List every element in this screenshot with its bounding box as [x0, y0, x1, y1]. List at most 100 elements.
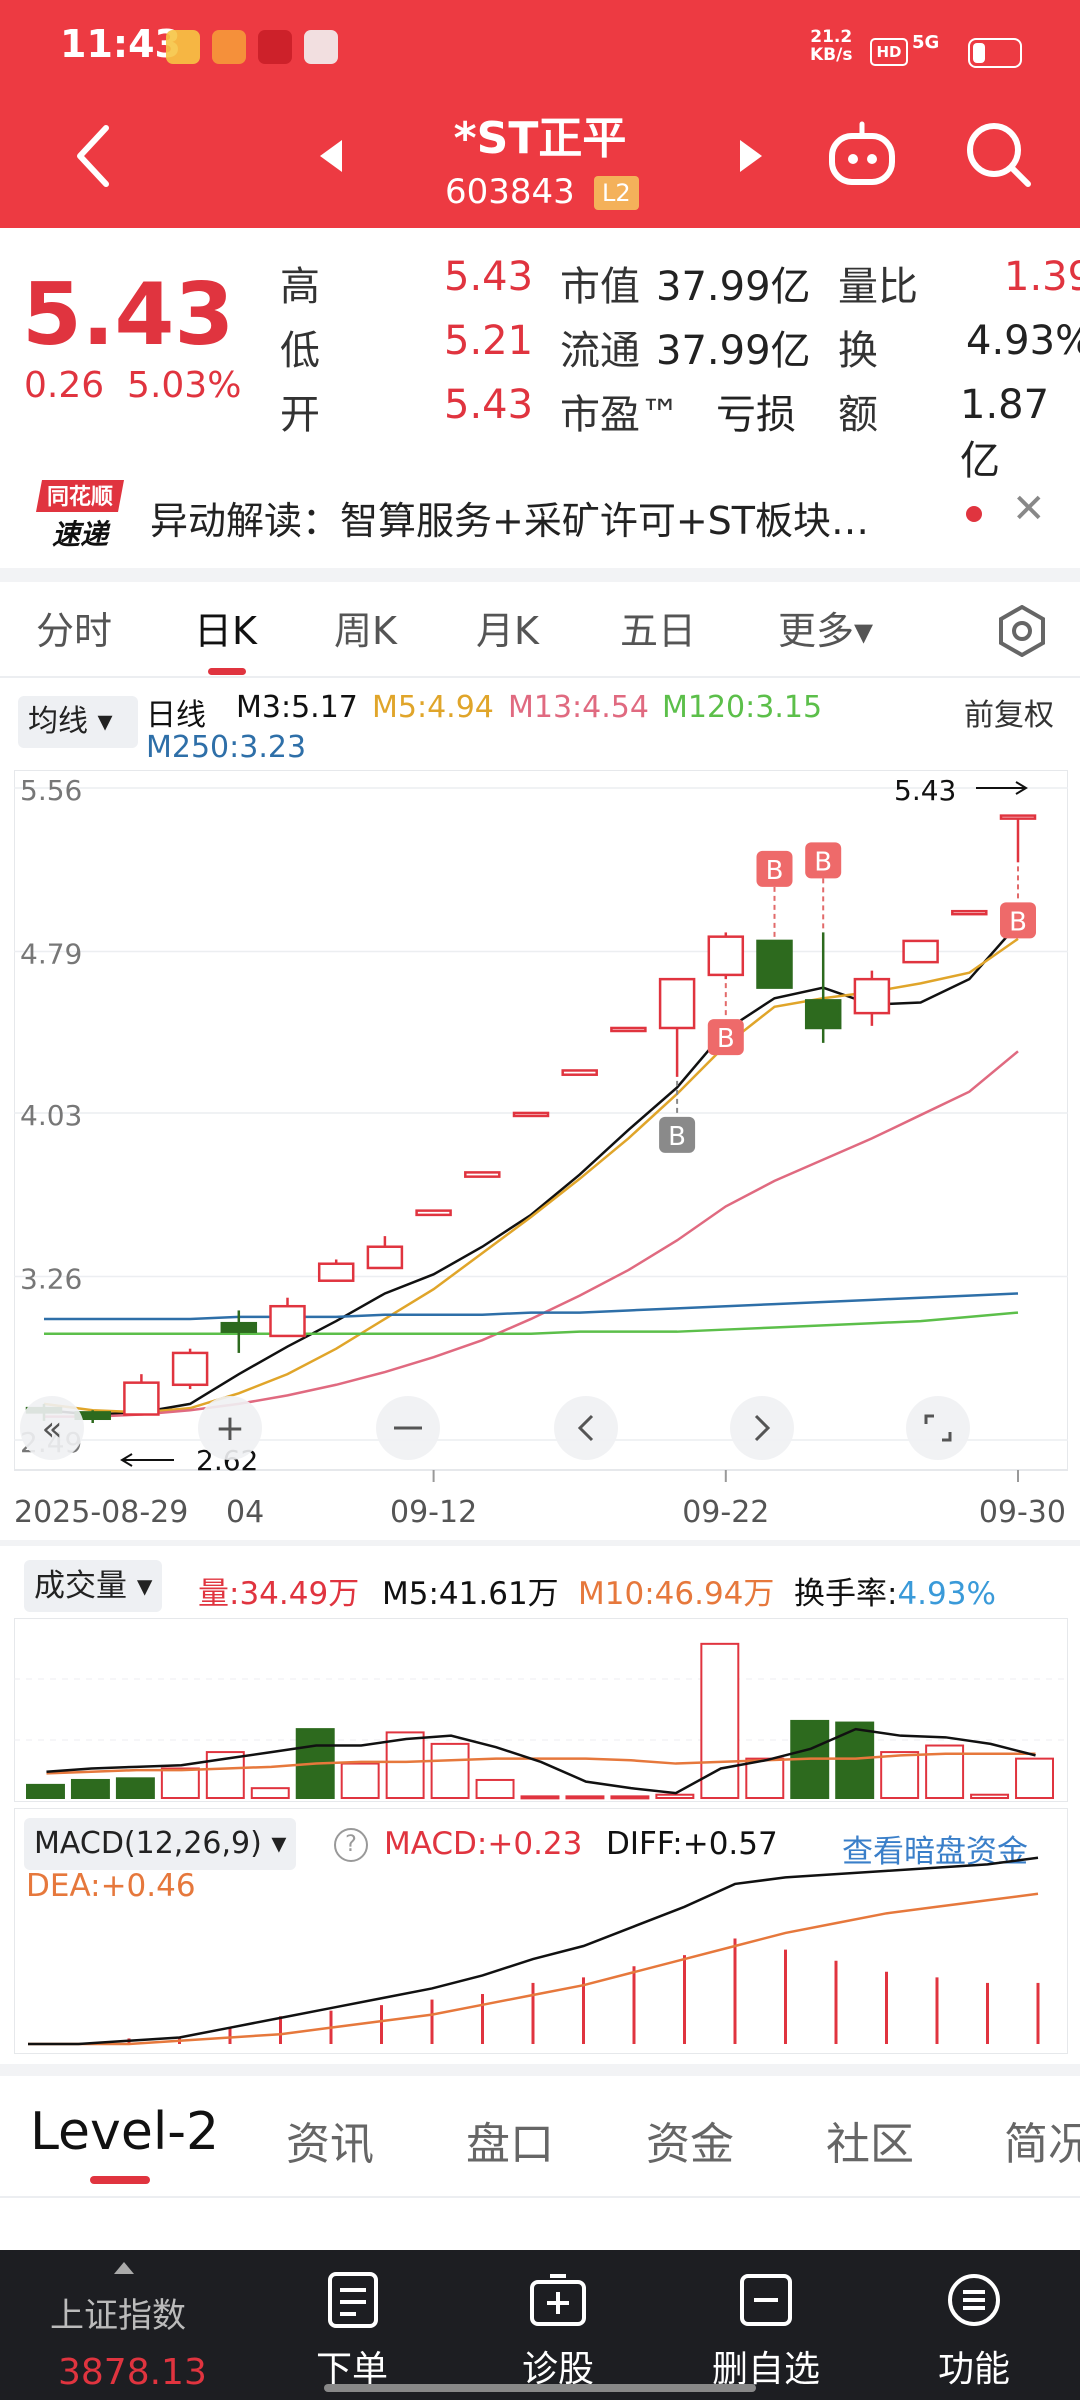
candle-body — [707, 935, 745, 977]
diagnose-icon[interactable] — [528, 2272, 588, 2328]
remove-watchlist-icon[interactable] — [738, 2272, 794, 2328]
scroll-left-button[interactable] — [554, 1396, 618, 1460]
search-icon[interactable] — [962, 118, 1034, 190]
candle — [464, 1171, 501, 1178]
candle — [123, 1374, 160, 1416]
back-icon[interactable] — [70, 122, 120, 192]
app-notification-icon — [166, 30, 200, 64]
nav-functions[interactable]: 功能 — [937, 2349, 1010, 2390]
float-value: 37.99亿 — [656, 328, 811, 374]
index-name[interactable]: 上证指数 — [50, 2296, 186, 2336]
help-icon[interactable]: ? — [334, 1828, 368, 1862]
tab-monthly-k[interactable]: 月K — [476, 609, 539, 653]
tab-community[interactable]: 社区 — [826, 2119, 914, 2170]
ma250-value: M250:3.23 — [146, 730, 307, 765]
trade-mark[interactable]: B — [707, 983, 744, 1056]
nav-diagnose[interactable]: 诊股 — [521, 2349, 594, 2390]
news-text[interactable]: 异动解读：智算服务+采矿许可+ST板块… — [150, 499, 870, 543]
tab-weekly-k[interactable]: 周K — [334, 609, 397, 653]
volume-ma5: M5:41.61万 — [382, 1576, 559, 1612]
candle — [999, 814, 1037, 863]
max-price-marker: 5.43 — [894, 774, 1028, 807]
nav-remove-watchlist[interactable]: 删自选 — [711, 2349, 820, 2390]
trade-mark-label: B — [814, 847, 832, 877]
home-indicator[interactable] — [324, 2384, 756, 2392]
candle-body — [415, 1209, 452, 1217]
trade-mark[interactable]: B — [659, 1080, 696, 1153]
candle-body — [902, 939, 939, 964]
candle-body — [366, 1245, 404, 1270]
volume-chart[interactable] — [14, 1618, 1068, 1802]
settings-icon[interactable] — [996, 605, 1048, 657]
level2-badge: L2 — [594, 176, 639, 210]
chevron-up-icon[interactable] — [112, 2260, 136, 2276]
high-value: 5.43 — [444, 254, 534, 300]
trade-mark[interactable]: B — [756, 850, 793, 941]
macd-select[interactable]: MACD(12,26,9) ▾ — [24, 1818, 297, 1870]
zoom-in-button[interactable]: + — [198, 1396, 262, 1460]
candle — [853, 970, 891, 1026]
tab-level2[interactable]: Level-2 — [30, 2102, 220, 2162]
svg-text:5.43: 5.43 — [894, 774, 956, 807]
svg-text:速递: 速递 — [52, 518, 111, 550]
robot-assistant-icon[interactable] — [826, 118, 898, 190]
fullscreen-button[interactable] — [906, 1396, 970, 1460]
nav-order[interactable]: 下单 — [315, 2349, 388, 2390]
tab-five-day[interactable]: 五日 — [620, 609, 697, 653]
macd-chart[interactable] — [14, 1808, 1068, 2054]
adjust-mode[interactable]: 前复权 — [964, 698, 1054, 733]
float-label: 流通 — [560, 328, 640, 374]
tab-daily-k[interactable]: 日K — [194, 609, 257, 653]
candle — [561, 1069, 598, 1076]
trade-mark-badge — [1000, 902, 1036, 939]
y-tick-label: 3.26 — [20, 1262, 82, 1295]
volume-bar — [565, 1795, 605, 1800]
tab-orderbook[interactable]: 盘口 — [466, 2119, 554, 2170]
x-tick-label: 09-22 — [682, 1495, 769, 1530]
close-icon[interactable]: ✕ — [1012, 486, 1046, 532]
candle — [220, 1310, 258, 1353]
turnover-rate: 换手率:4.93% — [794, 1576, 996, 1612]
zoom-out-button[interactable] — [376, 1396, 440, 1460]
diff-value: DIFF:+0.57 — [606, 1826, 778, 1862]
turnover-value: 4.93% — [966, 318, 1080, 364]
scroll-right-button[interactable] — [730, 1396, 794, 1460]
trade-mark[interactable]: B — [805, 842, 842, 933]
tab-intraday[interactable]: 分时 — [36, 609, 113, 653]
tab-more[interactable]: 更多▾ — [778, 609, 874, 653]
candle — [415, 1209, 452, 1217]
y-tick-label: 5.56 — [20, 774, 82, 807]
trade-mark-label: B — [766, 856, 784, 886]
mktcap-value: 37.99亿 — [656, 264, 811, 310]
line-type: 日线 — [146, 698, 206, 733]
volratio-value: 1.39 — [1004, 254, 1080, 300]
stock-code: 603843 — [445, 172, 575, 212]
dea-line — [28, 1892, 1039, 2046]
tab-news[interactable]: 资讯 — [286, 2119, 374, 2170]
svg-text:同花顺: 同花顺 — [47, 484, 113, 510]
volume-bar — [115, 1777, 155, 1800]
tab-funds[interactable]: 资金 — [646, 2119, 734, 2170]
scroll-left-fast-button[interactable]: « — [20, 1396, 84, 1460]
prev-stock-icon[interactable] — [318, 138, 348, 174]
trade-mark-badge — [756, 850, 793, 887]
volume-select[interactable]: 成交量 ▾ — [24, 1560, 163, 1612]
ma-select[interactable]: 均线 ▾ — [18, 696, 138, 748]
order-icon[interactable] — [326, 2270, 380, 2330]
trade-mark-label: B — [717, 1024, 735, 1054]
current-price: 5.43 — [22, 265, 235, 365]
price-change: 0.26 5.03% — [24, 365, 242, 406]
candle-body — [269, 1304, 306, 1338]
divider — [0, 568, 1080, 582]
trade-mark-badge — [707, 1019, 744, 1056]
candle-body — [610, 1026, 647, 1033]
volume-bar — [1015, 1757, 1054, 1799]
next-stock-icon[interactable] — [734, 138, 764, 174]
tab-profile[interactable]: 简况 — [1004, 2119, 1080, 2170]
volume-ma5-line — [46, 1727, 1036, 1795]
trade-mark[interactable]: B — [1000, 866, 1036, 939]
menu-icon[interactable] — [946, 2272, 1002, 2328]
divider — [0, 676, 1080, 678]
volume-ma10-line — [46, 1752, 1036, 1775]
